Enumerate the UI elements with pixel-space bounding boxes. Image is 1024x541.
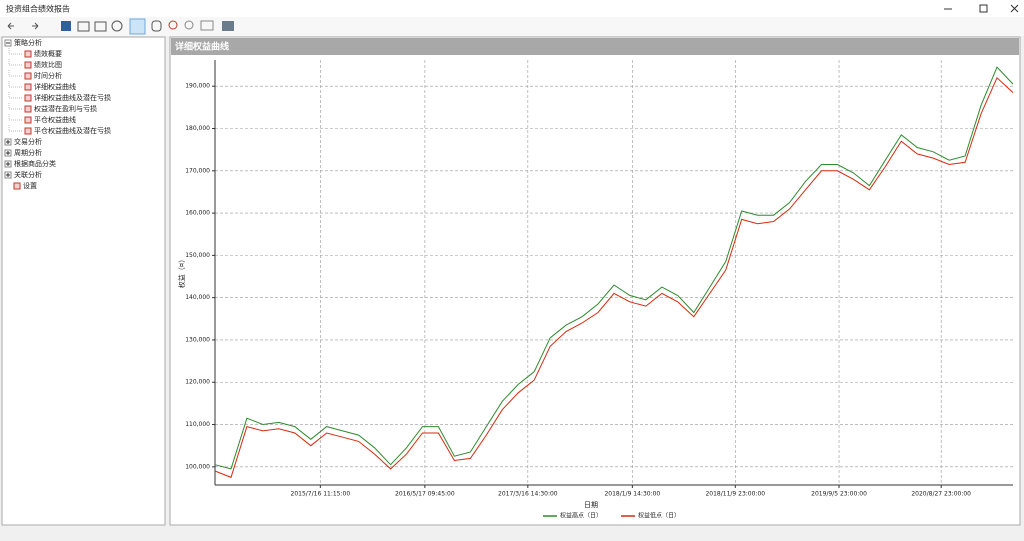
pan-button[interactable] [151, 20, 162, 32]
tree-leaf[interactable]: 详细权益曲线及潜在亏损 [34, 93, 111, 102]
x-tick-label: 2018/1/9 14:30:00 [604, 491, 660, 498]
tree-leaf[interactable]: 设置 [23, 181, 37, 190]
tree-leaf[interactable]: 权益潜在盈利与亏损 [34, 104, 97, 113]
x-tick-label: 2020/8/27 23:00:00 [911, 491, 971, 498]
print-button[interactable] [94, 21, 107, 32]
cursor-button[interactable] [129, 18, 146, 35]
x-tick-label: 2016/5/17 09:45:00 [395, 491, 455, 498]
tree-leaf[interactable]: 时间分析 [34, 71, 62, 80]
toolbar [0, 17, 1024, 36]
expander-sign [6, 151, 10, 155]
tree-line [8, 48, 23, 55]
tree-icon [24, 116, 32, 124]
panel-title: 详细权益曲线 [175, 41, 229, 53]
y-tick-label: 130,000 [185, 336, 210, 343]
forward-button[interactable] [32, 22, 39, 30]
tree-icon [24, 72, 32, 80]
tree-leaf[interactable]: 详细权益曲线 [34, 82, 76, 91]
x-axis-label: 日期 [584, 501, 598, 509]
y-tick-label: 190,000 [185, 83, 210, 90]
save-button[interactable] [61, 21, 71, 31]
tree-icon [24, 50, 32, 58]
tree-line [8, 92, 23, 99]
tree: 策略分析绩效概要绩效比图时间分析详细权益曲线详细权益曲线及潜在亏损权益潜在盈利与… [4, 38, 111, 190]
close-button[interactable] [1010, 4, 1019, 13]
zoom-in-button[interactable] [168, 20, 178, 30]
x-tick-label: 2018/11/9 23:00:00 [705, 491, 765, 498]
tree-icon [24, 94, 32, 102]
legend-label: 权益低点（日） [638, 512, 680, 520]
tree-icon [24, 83, 32, 91]
y-tick-label: 170,000 [185, 167, 210, 174]
y-tick-label: 180,000 [185, 125, 210, 132]
equity-line [214, 76, 1014, 479]
panel-header [171, 38, 1019, 55]
y-tick-label: 120,000 [185, 379, 210, 386]
tree-icon [24, 105, 32, 113]
equity-line [214, 66, 1014, 470]
tree-node[interactable]: 交易分析 [14, 137, 42, 146]
y-tick-label: 100,000 [185, 463, 210, 470]
title-bar [0, 0, 1024, 17]
legend-label: 权益高点（日） [560, 512, 602, 520]
export-button[interactable] [222, 21, 234, 31]
zoom-out-button[interactable] [184, 20, 194, 30]
y-tick-label: 150,000 [185, 252, 210, 259]
back-button[interactable] [7, 22, 14, 30]
expander-sign [6, 140, 10, 144]
tree-line [8, 59, 23, 66]
fit-button[interactable] [200, 20, 214, 31]
tree-node[interactable]: 周期分析 [14, 148, 42, 157]
y-tick-label: 110,000 [185, 421, 210, 428]
tree-leaf[interactable]: 绩效比图 [34, 60, 62, 69]
window-title: 投资组合绩效报告 [6, 4, 70, 14]
y-tick-label: 160,000 [185, 210, 210, 217]
tree-node[interactable]: 策略分析 [14, 38, 42, 47]
plot: 100,000 110,000 120,000 130,000 140,000 150,0… [185, 60, 1014, 520]
x-tick-label: 2019/9/5 23:00:00 [811, 491, 867, 498]
tree-line [8, 70, 23, 77]
chart-panel [169, 36, 1021, 526]
settings-button[interactable] [111, 20, 123, 32]
maximize-button[interactable] [979, 4, 988, 13]
tree-leaf[interactable]: 绩效概要 [34, 49, 62, 58]
x-tick-label: 2017/3/16 14:30:00 [498, 491, 558, 498]
tree-node[interactable]: 关联分析 [14, 170, 42, 179]
tree-icon [24, 127, 32, 135]
tree-leaf[interactable]: 平仓权益曲线及潜在亏损 [34, 126, 111, 135]
expander-sign [6, 162, 10, 166]
tree-node[interactable]: 根据商品分类 [14, 159, 56, 168]
tree-line [8, 114, 23, 121]
x-tick-label: 2015/7/16 11:15:00 [291, 491, 351, 498]
y-axis-label: 权益（¤） [177, 256, 186, 288]
expander-sign [6, 173, 10, 177]
tree-line [8, 81, 23, 88]
tree-icon [13, 182, 21, 190]
copy-button[interactable] [77, 21, 90, 32]
tree-line [8, 103, 23, 110]
tree-leaf[interactable]: 平仓权益曲线 [34, 115, 76, 124]
tree-icon [24, 61, 32, 69]
y-tick-label: 140,000 [185, 294, 210, 301]
tree-line [8, 125, 23, 132]
